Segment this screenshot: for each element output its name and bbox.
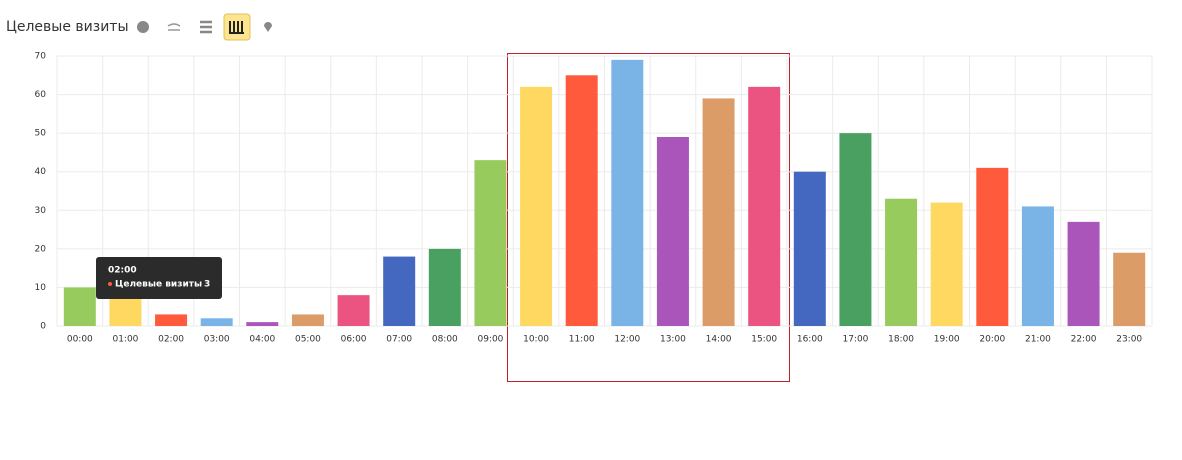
bar [337, 295, 370, 326]
tooltip-box [96, 257, 222, 299]
x-tick-label: 19:00 [934, 335, 960, 345]
y-tick-label: 40 [35, 167, 47, 177]
plot: 0 10 20 30 40 50 60 70 00:00 01:00 02:00 03:00 04:00… [35, 52, 1153, 345]
x-tick-label: 14:00 [706, 335, 732, 345]
bar [885, 198, 918, 326]
bar [839, 133, 872, 326]
bar [63, 287, 96, 326]
x-tick-label: 23:00 [1116, 335, 1142, 345]
tooltip: 02:00 Целевые визиты 3 [96, 257, 222, 299]
x-tick-label: 00:00 [67, 335, 93, 345]
line-icon[interactable] [167, 23, 181, 31]
bar [656, 137, 689, 326]
tooltip-dot [108, 282, 112, 286]
x-tick-label: 01:00 [112, 335, 138, 345]
bar [976, 167, 1009, 326]
y-tick-label: 10 [35, 283, 47, 293]
tooltip-value: 3 [204, 280, 210, 290]
y-tick-label: 30 [35, 206, 47, 216]
bar [1113, 252, 1146, 326]
bar [1067, 221, 1100, 326]
x-tick-label: 06:00 [341, 335, 367, 345]
bar [702, 98, 735, 326]
bar [474, 160, 507, 326]
x-tick-label: 16:00 [797, 335, 823, 345]
x-tick-label: 10:00 [523, 335, 549, 345]
bar [748, 86, 781, 326]
x-tick-label: 13:00 [660, 335, 686, 345]
x-tick-label: 07:00 [386, 335, 412, 345]
bar [611, 59, 644, 326]
tooltip-title: 02:00 [108, 266, 137, 276]
pie-icon[interactable] [137, 21, 149, 33]
highlight-box [507, 53, 790, 382]
x-tick-label: 09:00 [477, 335, 503, 345]
map-icon[interactable] [264, 22, 272, 32]
x-tick-label: 03:00 [204, 335, 230, 345]
x-tick-label: 17:00 [842, 335, 868, 345]
bar [383, 256, 416, 326]
x-tick-label: 04:00 [249, 335, 275, 345]
toolbar [137, 13, 272, 41]
area-icon[interactable] [200, 20, 212, 34]
y-tick-label: 50 [35, 129, 47, 139]
y-tick-label: 70 [35, 52, 47, 62]
x-tick-label: 15:00 [751, 335, 777, 345]
bar [930, 202, 963, 326]
x-tick-label: 20:00 [979, 335, 1005, 345]
x-tick-label: 21:00 [1025, 335, 1051, 345]
bar [291, 314, 324, 326]
y-tick-label: 0 [40, 322, 46, 332]
y-tick-label: 60 [35, 90, 47, 100]
x-tick-label: 05:00 [295, 335, 321, 345]
x-tick-label: 18:00 [888, 335, 914, 345]
bar [1021, 206, 1054, 326]
bar [793, 171, 826, 326]
bar [246, 322, 279, 326]
y-tick-label: 20 [35, 244, 47, 254]
x-tick-label: 08:00 [432, 335, 458, 345]
bar [200, 318, 233, 326]
bar [428, 248, 461, 326]
x-tick-label: 22:00 [1071, 335, 1097, 345]
x-tick-label: 02:00 [158, 335, 184, 345]
x-tick-label: 11:00 [569, 335, 595, 345]
chart-title: Целевые визиты [6, 19, 129, 35]
x-tick-label: 12:00 [614, 335, 640, 345]
bar [565, 75, 598, 327]
bar-icon [229, 21, 244, 34]
bar [520, 86, 553, 326]
tooltip-series: Целевые визиты [115, 280, 202, 290]
bar [155, 314, 188, 326]
